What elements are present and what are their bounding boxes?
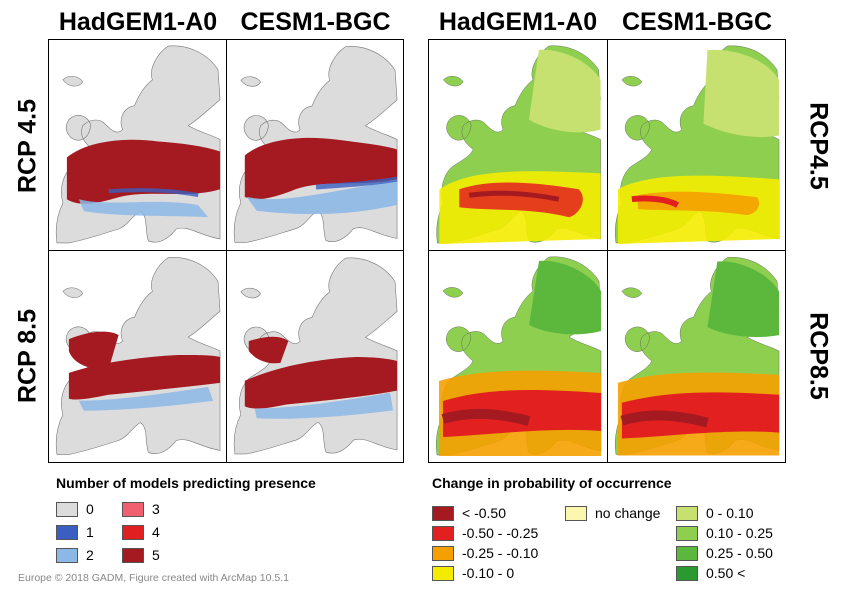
left-col-header-cesm: CESM1-BGC — [240, 8, 391, 36]
left-legend-title: Number of models predicting presence — [56, 475, 316, 491]
left-legend-swatch — [122, 547, 144, 563]
right-map-grid — [428, 39, 786, 463]
right-legend-label: no change — [595, 505, 661, 521]
right-legend-item: 0.25 - 0.50 — [676, 545, 773, 561]
right-legend-item: -0.10 - 0 — [432, 565, 514, 581]
left-legend-swatch — [56, 524, 78, 540]
right-row-label-rcp45: RCP4.5 — [804, 102, 833, 190]
left-map-grid — [48, 39, 404, 463]
left-legend-item: 0 — [56, 501, 94, 517]
right-legend-item: < -0.50 — [432, 505, 506, 521]
right-legend-label: 0.50 < — [706, 565, 746, 581]
map-hadgem-rcp85-presence — [49, 251, 227, 462]
left-legend-item: 4 — [122, 524, 160, 540]
right-legend-swatch — [676, 565, 698, 581]
map-cesm-rcp45-presence — [227, 40, 403, 251]
right-legend-swatch — [432, 545, 454, 561]
right-legend-swatch — [676, 505, 698, 521]
left-row-label-rcp85: RCP 8.5 — [13, 308, 42, 404]
right-legend-label: -0.50 - -0.25 — [462, 525, 539, 541]
left-legend-item: 5 — [122, 547, 160, 563]
left-legend-label: 1 — [86, 524, 94, 540]
left-legend-swatch — [122, 501, 144, 517]
left-legend-item: 1 — [56, 524, 94, 540]
right-legend-label: 0 - 0.10 — [706, 505, 754, 521]
right-legend-swatch — [676, 525, 698, 541]
left-legend-label: 3 — [152, 501, 160, 517]
map-hadgem-rcp45-change — [429, 40, 608, 251]
right-legend-swatch — [432, 505, 454, 521]
map-credit: Europe © 2018 GADM, Figure created with … — [18, 572, 289, 584]
left-legend-item: 2 — [56, 547, 94, 563]
right-legend-item: 0.50 < — [676, 565, 745, 581]
left-legend-label: 5 — [152, 547, 160, 563]
left-legend-item: 3 — [122, 501, 160, 517]
right-legend-swatch — [432, 565, 454, 581]
right-legend-item: -0.50 - -0.25 — [432, 525, 538, 541]
left-legend-swatch — [56, 547, 78, 563]
left-row-label-rcp45: RCP 4.5 — [13, 98, 42, 194]
left-legend-label: 2 — [86, 547, 94, 563]
left-legend-label: 4 — [152, 524, 160, 540]
right-legend-label: -0.10 - 0 — [462, 565, 515, 581]
right-legend-label: 0.25 - 0.50 — [706, 545, 773, 561]
map-hadgem-rcp45-presence — [49, 40, 227, 251]
right-row-label-rcp85: RCP8.5 — [804, 312, 833, 400]
map-hadgem-rcp85-change — [429, 251, 608, 462]
right-legend-label: < -0.50 — [462, 505, 506, 521]
left-col-header-hadgem: HadGEM1-A0 — [58, 8, 218, 36]
right-legend-swatch — [676, 545, 698, 561]
right-legend-swatch — [432, 525, 454, 541]
map-cesm-rcp85-change — [608, 251, 785, 462]
right-legend-item: 0 - 0.10 — [676, 505, 753, 521]
left-legend-swatch — [122, 524, 144, 540]
right-legend-title: Change in probability of occurrence — [432, 475, 672, 491]
right-legend-label: -0.25 - -0.10 — [462, 545, 539, 561]
right-col-header-hadgem: HadGEM1-A0 — [438, 8, 598, 36]
left-legend-label: 0 — [86, 501, 94, 517]
right-col-header-cesm: CESM1-BGC — [621, 8, 772, 36]
right-legend-label: 0.10 - 0.25 — [706, 525, 773, 541]
map-cesm-rcp85-presence — [227, 251, 403, 462]
left-legend-swatch — [56, 501, 78, 517]
right-legend-item: -0.25 - -0.10 — [432, 545, 538, 561]
right-legend-item: no change — [565, 505, 660, 521]
right-legend-item: 0.10 - 0.25 — [676, 525, 773, 541]
map-cesm-rcp45-change — [608, 40, 785, 251]
right-legend-swatch — [565, 505, 587, 521]
